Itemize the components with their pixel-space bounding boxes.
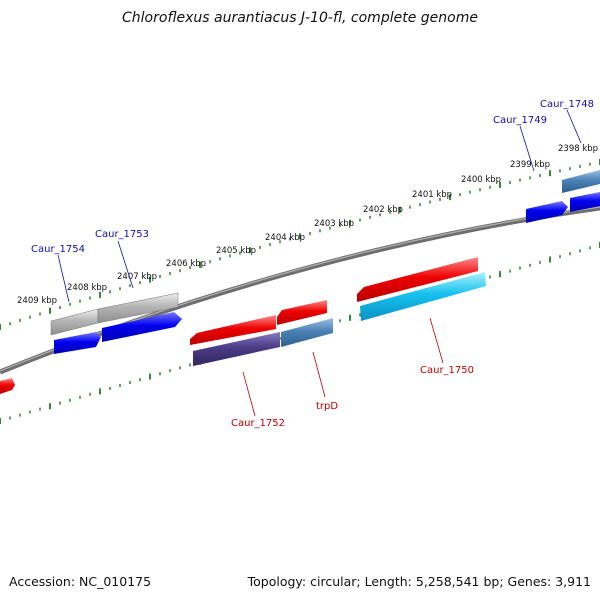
kbp-label-2403: 2403 kbp	[314, 219, 354, 229]
gene-caur-1752-purple[interactable]	[193, 332, 280, 366]
kbp-label-2408: 2408 kbp	[67, 283, 107, 293]
gene-caur-1753-blue[interactable]	[102, 312, 182, 342]
gene-caur-1750-cyan[interactable]	[360, 272, 486, 321]
kbp-label-2399: 2399 kbp	[510, 160, 550, 170]
gene-caur-1749[interactable]	[526, 201, 568, 223]
label-caur-1750: Caur_1750	[420, 365, 474, 376]
label-caur-1754: Caur_1754	[31, 244, 85, 255]
label-caur-1753: Caur_1753	[95, 229, 149, 240]
gene-trpd-steel[interactable]	[281, 318, 333, 347]
kbp-label-2407: 2407 kbp	[117, 272, 157, 282]
kbp-label-2400: 2400 kbp	[461, 175, 501, 185]
kbp-label-2401: 2401 kbp	[412, 190, 452, 200]
gene-left-edge-red[interactable]	[0, 378, 15, 394]
gene-caur-1750-red[interactable]	[357, 257, 478, 302]
gene-caur-1748-blue[interactable]	[570, 192, 600, 212]
accession-text: Accession: NC_010175	[9, 574, 152, 589]
gene-caur-1748-steel[interactable]	[562, 170, 600, 193]
label-trpd: trpD	[316, 401, 338, 412]
kbp-label-2398: 2398 kbp	[558, 144, 598, 154]
map-title: Chloroflexus aurantiacus J-10-fl, comple…	[122, 10, 478, 26]
kbp-label-2405: 2405 kbp	[216, 246, 256, 256]
label-caur-1748: Caur_1748	[540, 99, 594, 110]
upper-tick-row	[0, 159, 600, 330]
gene-caur-1752-red[interactable]	[190, 315, 276, 345]
gene-caur-1753-grey[interactable]	[97, 292, 179, 324]
gene-caur-1754-blue[interactable]	[54, 332, 101, 354]
genome-summary-text: Topology: circular; Length: 5,258,541 bp…	[247, 574, 591, 589]
kbp-label-2406: 2406 kbp	[166, 259, 206, 269]
kbp-label-2404: 2404 kbp	[265, 233, 305, 243]
label-caur-1752: Caur_1752	[231, 418, 285, 429]
gene-trpd-red[interactable]	[277, 300, 327, 325]
gene-caur-1754-grey[interactable]	[50, 308, 99, 336]
kbp-label-2402: 2402 kbp	[363, 205, 403, 215]
label-caur-1749: Caur_1749	[493, 115, 547, 126]
kbp-label-2409: 2409 kbp	[17, 296, 57, 306]
